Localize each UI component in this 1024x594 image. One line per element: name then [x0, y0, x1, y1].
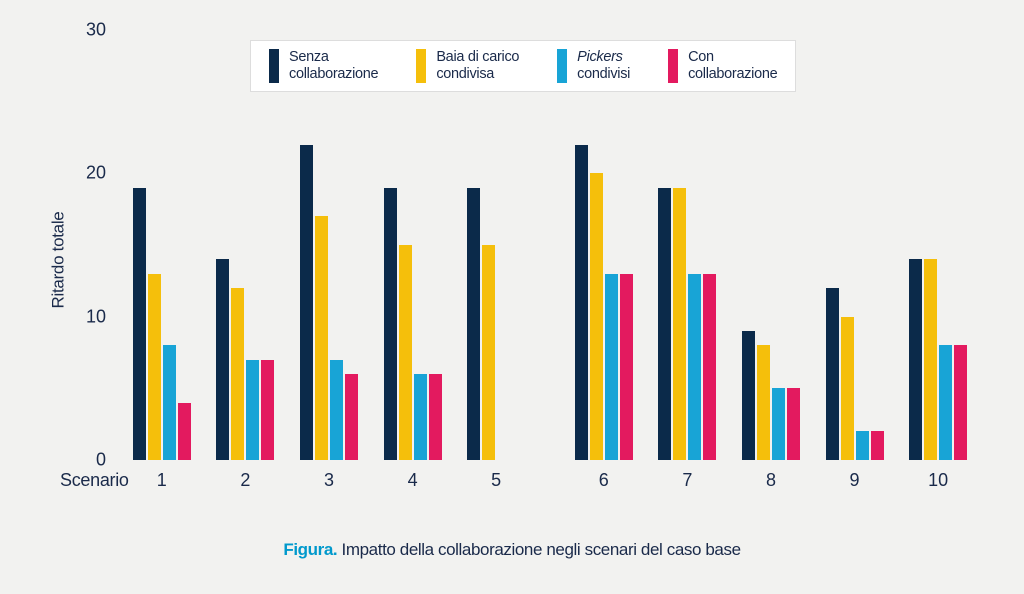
x-axis-title: Scenario [60, 470, 129, 491]
bar [757, 345, 770, 460]
legend: Senzacollaborazione Baia di caricocondivi… [250, 40, 796, 92]
legend-swatch [668, 49, 678, 83]
bar-group [896, 30, 980, 460]
x-label: 4 [371, 470, 455, 491]
y-axis-label: Ritardo totale [48, 212, 68, 309]
y-tick: 0 [96, 450, 120, 471]
x-label: 6 [562, 470, 646, 491]
chart-container: Ritardo totale Scenario Senzacollaborazi… [60, 30, 980, 490]
legend-item: Concollaborazione [668, 49, 777, 83]
bar [787, 388, 800, 460]
x-label: 2 [204, 470, 288, 491]
bar [148, 274, 161, 460]
bar [841, 317, 854, 460]
x-label: 3 [287, 470, 371, 491]
x-label: 1 [120, 470, 204, 491]
bar [414, 374, 427, 460]
bar-group [729, 30, 813, 460]
legend-label: Senzacollaborazione [289, 49, 378, 82]
bar [163, 345, 176, 460]
y-tick: 30 [86, 20, 120, 41]
legend-swatch [557, 49, 567, 83]
bar [216, 259, 229, 460]
bar-group [120, 30, 204, 460]
bar [178, 403, 191, 460]
bar-groups [120, 30, 980, 460]
bar [133, 188, 146, 460]
bar [300, 145, 313, 460]
bar-group [454, 30, 538, 460]
bar [954, 345, 967, 460]
group-spacer [538, 470, 562, 491]
bar [909, 259, 922, 460]
caption-text: Impatto della collaborazione negli scena… [342, 540, 741, 559]
bar [575, 145, 588, 460]
legend-label: Baia di caricocondivisa [436, 49, 519, 82]
legend-swatch [269, 49, 279, 83]
bar [673, 188, 686, 460]
x-label: 5 [454, 470, 538, 491]
bar [826, 288, 839, 460]
bar [605, 274, 618, 460]
bar [658, 188, 671, 460]
bar [429, 374, 442, 460]
x-label: 8 [729, 470, 813, 491]
bar [482, 245, 495, 460]
legend-item: Baia di caricocondivisa [416, 49, 519, 83]
bar [467, 188, 480, 460]
legend-item: Pickerscondivisi [557, 49, 630, 83]
bar-group [371, 30, 455, 460]
legend-swatch [416, 49, 426, 83]
legend-item: Senzacollaborazione [269, 49, 378, 83]
bar-group [204, 30, 288, 460]
x-label: 10 [896, 470, 980, 491]
bar [345, 374, 358, 460]
bar-group [646, 30, 730, 460]
bar [231, 288, 244, 460]
bar-group [287, 30, 371, 460]
x-label: 7 [646, 470, 730, 491]
caption-prefix: Figura. [283, 540, 337, 559]
bar [246, 360, 259, 460]
bar [772, 388, 785, 460]
bar-group [562, 30, 646, 460]
y-tick: 20 [86, 163, 120, 184]
y-tick: 10 [86, 306, 120, 327]
bar [742, 331, 755, 460]
bar [590, 173, 603, 460]
group-spacer [538, 30, 562, 460]
bar [939, 345, 952, 460]
chart-caption: Figura. Impatto della collaborazione neg… [0, 540, 1024, 560]
bar [620, 274, 633, 460]
bar [924, 259, 937, 460]
plot-area: Senzacollaborazione Baia di caricocondivi… [120, 30, 980, 460]
bar [856, 431, 869, 460]
bar [315, 216, 328, 460]
bar [688, 274, 701, 460]
legend-label: Pickerscondivisi [577, 49, 630, 82]
bar [384, 188, 397, 460]
bar [703, 274, 716, 460]
bar [871, 431, 884, 460]
x-axis-labels: 12345 678910 [120, 470, 980, 491]
bar [399, 245, 412, 460]
bar [261, 360, 274, 460]
x-label: 9 [813, 470, 897, 491]
bar-group [813, 30, 897, 460]
bar [330, 360, 343, 460]
legend-label: Concollaborazione [688, 49, 777, 82]
